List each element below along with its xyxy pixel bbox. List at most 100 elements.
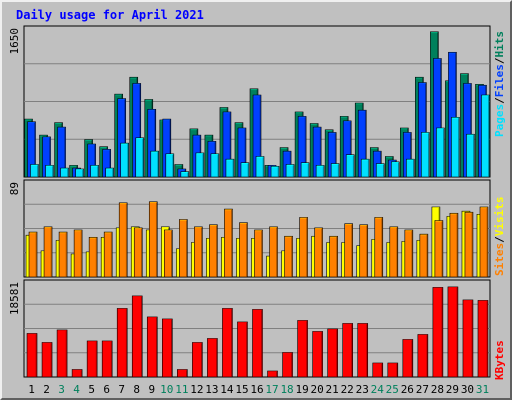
bar-sites-day-12 (194, 226, 203, 278)
bar-pages-day-3 (60, 167, 69, 178)
x-tick-label-29: 29 (446, 383, 459, 396)
bar-sites-day-18 (284, 235, 293, 278)
x-tick-label-20: 20 (311, 383, 324, 396)
bar-sites-day-6 (103, 231, 113, 278)
bar-sites-day-21 (329, 235, 338, 278)
y-max-label: 89 (8, 182, 21, 195)
legend-item-visits: Visits (493, 197, 506, 237)
bar-kbytes-day-23 (357, 323, 369, 378)
bar-kbytes-day-1 (26, 333, 38, 378)
bar-sites-day-3 (58, 231, 68, 278)
bar-kbytes-day-20 (312, 331, 323, 378)
bar-sites-day-9 (148, 201, 158, 278)
x-tick-label-11: 11 (175, 383, 188, 396)
bar-kbytes-day-25 (387, 362, 399, 378)
x-tick-label-5: 5 (88, 383, 95, 396)
bar-sites-day-10 (164, 229, 173, 278)
bar-kbytes-day-2 (41, 342, 53, 378)
bar-sites-day-26 (404, 229, 414, 278)
bar-kbytes-day-29 (447, 286, 459, 378)
bar-pages-day-17 (270, 166, 280, 178)
bar-kbytes-day-11 (177, 369, 188, 378)
bar-pages-day-30 (466, 133, 475, 178)
x-tick-label-30: 30 (461, 383, 474, 396)
bar-sites-day-4 (73, 229, 83, 278)
bar-pages-day-18 (285, 164, 295, 178)
bar-sites-day-27 (419, 233, 429, 278)
bar-sites-day-15 (239, 222, 248, 278)
x-tick-label-16: 16 (250, 383, 263, 396)
bar-pages-day-1 (30, 164, 39, 178)
bar-kbytes-day-7 (116, 308, 128, 378)
bar-sites-day-30 (464, 211, 474, 278)
bar-pages-day-31 (481, 94, 490, 178)
bar-kbytes-day-13 (207, 338, 218, 378)
x-tick-label-15: 15 (235, 383, 248, 396)
bar-pages-day-26 (406, 158, 415, 178)
bar-sites-day-19 (299, 217, 308, 278)
x-tick-label-31: 31 (476, 383, 489, 396)
x-tick-label-7: 7 (118, 383, 125, 396)
bar-sites-day-2 (43, 226, 53, 278)
legend-separator: / (493, 57, 506, 64)
x-tick-label-2: 2 (43, 383, 50, 396)
bar-kbytes-day-14 (222, 308, 233, 378)
x-tick-label-17: 17 (265, 383, 278, 396)
panel-hits-files-pages: 1650 (8, 25, 491, 178)
bar-pages-day-21 (330, 163, 340, 178)
bar-kbytes-day-26 (402, 339, 414, 378)
x-tick-label-1: 1 (28, 383, 35, 396)
bar-sites-day-1 (28, 231, 38, 278)
bar-kbytes-day-3 (56, 329, 68, 378)
x-tick-label-10: 10 (160, 383, 173, 396)
x-tick-label-18: 18 (280, 383, 293, 396)
bar-kbytes-day-5 (86, 340, 98, 378)
bar-kbytes-day-28 (432, 287, 444, 378)
bar-pages-day-8 (135, 137, 145, 178)
bar-pages-day-28 (436, 127, 445, 178)
bar-kbytes-day-19 (297, 320, 308, 378)
x-tick-label-26: 26 (401, 383, 414, 396)
bar-kbytes-day-15 (237, 321, 248, 378)
bar-pages-day-4 (75, 168, 84, 178)
bar-sites-day-20 (314, 227, 323, 278)
bar-kbytes-day-12 (192, 342, 203, 378)
x-tick-label-28: 28 (431, 383, 444, 396)
bar-pages-day-14 (225, 158, 235, 178)
legend-item-pages: Pages (493, 104, 506, 137)
bar-sites-day-14 (224, 208, 233, 278)
x-tick-label-19: 19 (295, 383, 308, 396)
x-tick-label-21: 21 (326, 383, 339, 396)
y-max-label: 1650 (8, 28, 21, 55)
bar-sites-day-24 (374, 217, 384, 278)
bar-kbytes-day-30 (462, 299, 474, 378)
bar-pages-day-6 (105, 167, 114, 178)
legend-hits-files-pages: Pages/Files/Hits (493, 31, 506, 137)
x-tick-label-13: 13 (205, 383, 218, 396)
bar-sites-day-31 (479, 206, 489, 278)
bar-sites-day-13 (209, 224, 218, 278)
x-axis-labels: 1 2 3 4 5 6 7 8 9 10 11 12 13 14 15 16 17 18 19 20 21 22 23 24 2… (28, 383, 489, 396)
bar-sites-day-8 (133, 227, 143, 278)
bar-kbytes-day-17 (267, 370, 278, 378)
bar-pages-day-7 (120, 142, 130, 178)
bar-sites-day-5 (88, 236, 98, 278)
bar-pages-day-5 (90, 165, 99, 178)
bar-kbytes-day-16 (252, 309, 263, 378)
bar-kbytes-day-22 (342, 323, 353, 378)
legend-visits-sites: Sites/Visits (493, 197, 506, 277)
x-tick-label-9: 9 (148, 383, 155, 396)
bar-kbytes-day-4 (71, 369, 83, 378)
x-tick-label-8: 8 (133, 383, 140, 396)
bar-sites-day-17 (269, 226, 278, 278)
x-tick-label-23: 23 (356, 383, 369, 396)
bar-kbytes-day-31 (477, 300, 489, 378)
legend-item-files: Files (493, 64, 506, 97)
x-tick-label-12: 12 (190, 383, 203, 396)
bar-pages-day-25 (390, 161, 400, 178)
bar-pages-day-29 (451, 117, 460, 178)
bar-pages-day-27 (421, 132, 430, 178)
bar-pages-day-9 (150, 150, 160, 178)
bar-kbytes-day-9 (146, 316, 158, 378)
